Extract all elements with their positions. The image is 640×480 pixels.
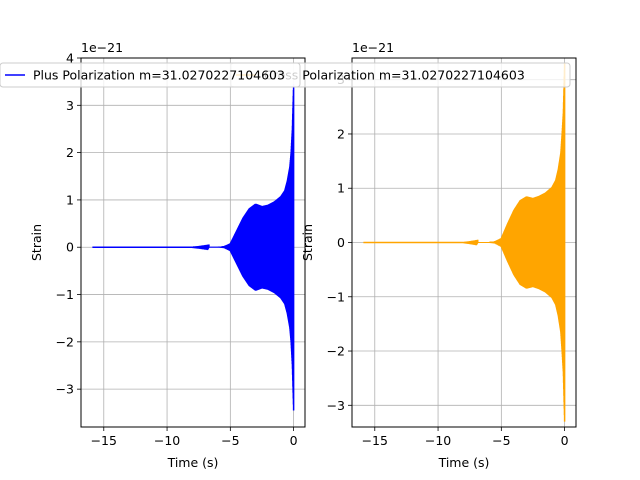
x-tick: −5 bbox=[221, 427, 240, 448]
y-tick: 4 bbox=[66, 51, 81, 66]
x-tick-label: −10 bbox=[425, 433, 451, 448]
x-tick: −10 bbox=[425, 427, 451, 448]
y-tick: 2 bbox=[66, 145, 81, 160]
x-axis-label: Time (s) bbox=[167, 455, 219, 470]
series-line bbox=[363, 63, 566, 422]
y-tick-label: −2 bbox=[56, 334, 74, 349]
y-offset-text: 1e−21 bbox=[352, 40, 394, 55]
x-tick-label: −15 bbox=[362, 433, 388, 448]
y-tick-label: 2 bbox=[66, 145, 74, 160]
y-tick-label: 0 bbox=[66, 240, 74, 255]
axes-frame bbox=[80, 57, 306, 428]
y-tick: 0 bbox=[337, 235, 352, 250]
legend-frame bbox=[0, 62, 301, 88]
legend-cross: Cross Polarization m=31.0270227104603 bbox=[230, 62, 571, 88]
y-tick: −3 bbox=[327, 398, 352, 413]
y-tick-label: −1 bbox=[56, 287, 74, 302]
y-tick: 1 bbox=[337, 181, 352, 196]
x-tick: −10 bbox=[154, 427, 180, 448]
legend-plus: Plus Polarization m=31.0270227104603 bbox=[0, 62, 301, 88]
x-axis-label: Time (s) bbox=[438, 455, 490, 470]
x-tick-label: −5 bbox=[492, 433, 510, 448]
y-tick-label: 4 bbox=[66, 51, 74, 66]
y-tick-label: −3 bbox=[56, 382, 74, 397]
x-tick-label: 0 bbox=[561, 433, 569, 448]
x-tick: −15 bbox=[362, 427, 388, 448]
y-offset-text: 1e−21 bbox=[81, 40, 123, 55]
y-tick-label: 1 bbox=[337, 181, 345, 196]
y-tick-label: −3 bbox=[327, 398, 345, 413]
series-line bbox=[92, 84, 295, 411]
y-tick: −3 bbox=[56, 382, 81, 397]
y-tick-label: 2 bbox=[337, 126, 345, 141]
y-tick: 0 bbox=[66, 240, 81, 255]
x-tick: 0 bbox=[561, 427, 569, 448]
y-tick-label: 1 bbox=[66, 192, 74, 207]
x-tick: 0 bbox=[290, 427, 298, 448]
x-tick-label: −10 bbox=[154, 433, 180, 448]
x-tick: −5 bbox=[492, 427, 511, 448]
y-tick: −2 bbox=[327, 344, 352, 359]
y-tick: −2 bbox=[56, 334, 81, 349]
y-tick: 3 bbox=[66, 98, 81, 113]
y-tick-label: −2 bbox=[327, 344, 345, 359]
legend-entry-label: Plus Polarization m=31.0270227104603 bbox=[33, 68, 285, 83]
y-tick-label: 0 bbox=[337, 235, 345, 250]
x-tick: −15 bbox=[91, 427, 117, 448]
x-tick-label: −15 bbox=[91, 433, 117, 448]
y-tick: 2 bbox=[337, 126, 352, 141]
y-tick-label: −1 bbox=[327, 289, 345, 304]
y-axis-label: Strain bbox=[300, 224, 315, 261]
y-tick: −1 bbox=[327, 289, 352, 304]
y-tick-label: 3 bbox=[66, 98, 74, 113]
x-tick-label: −5 bbox=[221, 433, 239, 448]
y-tick: 1 bbox=[66, 192, 81, 207]
y-axis-label: Strain bbox=[29, 224, 44, 261]
y-tick: −1 bbox=[56, 287, 81, 302]
legend-entry-label: Cross Polarization m=31.0270227104603 bbox=[264, 68, 525, 83]
x-tick-label: 0 bbox=[290, 433, 298, 448]
